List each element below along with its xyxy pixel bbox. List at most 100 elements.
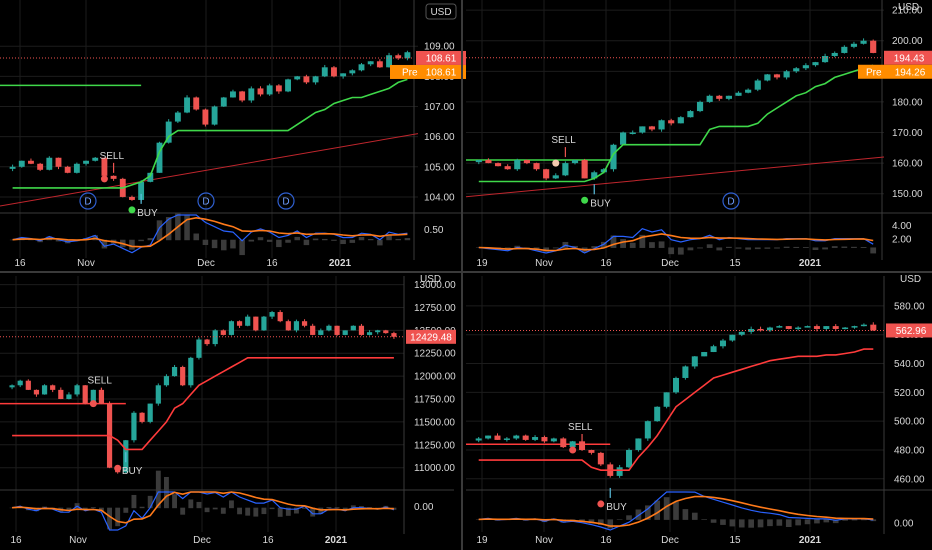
candle-body — [569, 441, 576, 448]
dividend-marker[interactable] — [197, 192, 215, 210]
macd-histogram-bar — [266, 239, 273, 242]
last-price-badge — [406, 329, 456, 344]
candle-body — [310, 325, 316, 335]
pre-market-value: 194.26 — [895, 67, 926, 78]
price-axis-tick: 210.00 — [892, 6, 923, 17]
candle-body — [17, 380, 23, 386]
candle-body — [83, 160, 89, 164]
pre-market-badge — [858, 64, 932, 79]
macd-histogram-bar — [754, 247, 761, 250]
macd-histogram-bar — [654, 500, 661, 520]
pre-market-label: Pre — [402, 67, 418, 78]
price-axis-tick: 11000.00 — [414, 463, 455, 474]
macd-histogram-bar — [377, 239, 383, 246]
macd-histogram-bar — [764, 247, 771, 249]
price-axis-tick: 106.00 — [424, 132, 455, 143]
macd-histogram-bar — [172, 494, 177, 509]
last-price-value: 562.96 — [896, 326, 927, 337]
candle-body — [73, 163, 80, 173]
candle-body — [334, 325, 340, 335]
currency-label: USD — [430, 7, 451, 18]
candle-body — [783, 71, 790, 78]
macd-histogram-bar — [795, 519, 801, 526]
macd-histogram-bar — [701, 519, 708, 520]
trend-line — [0, 133, 419, 207]
macd-histogram-bar — [28, 239, 34, 241]
macd-histogram-bar — [245, 507, 251, 516]
macd-histogram-bar — [677, 247, 684, 255]
macd-histogram-bar — [139, 506, 145, 509]
candle-body — [710, 346, 717, 353]
candle-body — [588, 449, 595, 453]
candle-body — [719, 340, 726, 347]
price-axis-tick: 12250.00 — [414, 349, 456, 360]
trailing-stop-line — [478, 64, 874, 183]
macd-histogram-bar — [783, 246, 790, 248]
candle-body — [129, 196, 135, 200]
macd-histogram-bar — [831, 246, 838, 248]
macd-histogram-bar — [870, 247, 877, 254]
macd-histogram-bar — [229, 500, 234, 509]
macd-histogram-bar — [277, 507, 283, 517]
candle-body — [773, 74, 781, 78]
macd-histogram-bar — [285, 507, 291, 516]
macd-histogram-bar — [552, 247, 559, 249]
price-axis-tick: 104.00 — [424, 192, 455, 203]
candle-body — [404, 52, 411, 59]
candle-body — [503, 438, 510, 440]
candle-body — [485, 435, 492, 439]
candle-body — [754, 80, 761, 90]
candle-body — [523, 160, 530, 164]
candle-body — [293, 321, 300, 331]
candle-body — [504, 166, 511, 170]
macd-histogram-bar — [738, 519, 745, 528]
macd-histogram-bar — [196, 501, 202, 509]
candle-body — [532, 437, 539, 440]
trailing-stop-line — [12, 356, 394, 451]
macd-histogram-bar — [386, 235, 392, 241]
macd-histogram-bar — [812, 247, 819, 251]
signal-line — [478, 495, 874, 527]
candle-body — [560, 438, 567, 448]
dividend-marker[interactable] — [722, 192, 740, 210]
candle-body — [687, 111, 694, 118]
candle-body — [147, 172, 154, 182]
price-axis-tick: 11500.00 — [414, 417, 455, 428]
price-axis-tick: 460.00 — [894, 474, 925, 485]
macd-histogram-bar — [635, 509, 642, 520]
candle-body — [257, 88, 264, 95]
candle-body — [850, 43, 858, 47]
macd-histogram-bar — [99, 507, 104, 512]
macd-histogram-bar — [391, 507, 397, 510]
dividend-marker[interactable] — [79, 192, 97, 210]
candle-body — [220, 330, 226, 335]
candle-body — [174, 112, 181, 122]
currency-box[interactable] — [425, 3, 457, 20]
candle-body — [691, 356, 698, 367]
time-axis-tick: 15 — [729, 535, 741, 546]
candle-body — [831, 52, 838, 57]
trailing-stop-line — [12, 78, 408, 189]
macd-histogram-bar — [668, 247, 675, 255]
candle-body — [285, 79, 291, 92]
candle-body — [870, 40, 877, 53]
dividend-marker[interactable] — [277, 192, 295, 210]
candle-body — [211, 106, 218, 125]
signal-line — [12, 216, 408, 248]
candle-body — [550, 438, 557, 442]
candle-body — [494, 435, 501, 440]
macd-axis-tick: 0.00 — [894, 518, 914, 529]
candle-body — [202, 109, 209, 125]
macd-histogram-bar — [860, 247, 867, 248]
sell-dot — [89, 400, 97, 408]
macd-histogram-bar — [814, 519, 820, 524]
signal-line — [478, 233, 874, 252]
time-axis-tick: 19 — [476, 535, 488, 546]
candle-body — [165, 121, 172, 143]
macd-histogram-bar — [745, 247, 752, 250]
last-price-value: 194.43 — [894, 53, 925, 64]
candle-body — [131, 412, 137, 441]
candle-body — [706, 95, 713, 102]
last-price-value: 12429.48 — [410, 332, 452, 343]
candle-body — [822, 56, 829, 63]
